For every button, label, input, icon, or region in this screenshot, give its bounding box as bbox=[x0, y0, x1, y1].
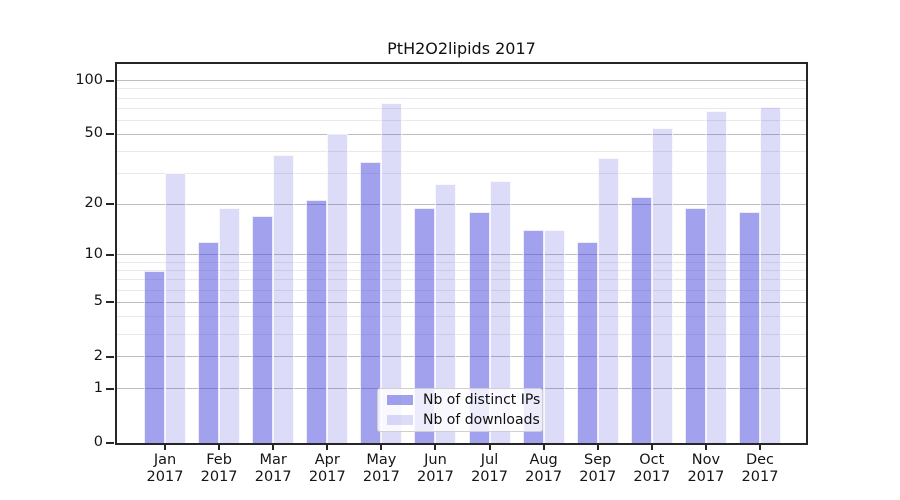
gridline-minor-80 bbox=[117, 97, 806, 99]
x-tick-may bbox=[380, 445, 383, 450]
bar-nov-distinct-ips bbox=[684, 207, 706, 443]
gridline-minor-70 bbox=[117, 107, 806, 109]
y-tick-0 bbox=[106, 442, 114, 444]
bar-oct-distinct-ips bbox=[630, 196, 652, 443]
bar-feb-distinct-ips bbox=[198, 241, 220, 443]
x-tick-jun bbox=[434, 445, 437, 450]
y-tick-label-1: 1 bbox=[93, 379, 103, 396]
x-tick-label-mar: Mar 2017 bbox=[254, 452, 292, 485]
bar-mar-downloads bbox=[273, 155, 295, 443]
plot-area bbox=[115, 62, 808, 445]
bar-mar-distinct-ips bbox=[252, 216, 274, 443]
x-tick-label-jul: Jul 2017 bbox=[471, 452, 508, 485]
gridline-minor-40 bbox=[117, 151, 806, 152]
gridline-minor-8 bbox=[117, 270, 806, 272]
y-tick-label-100: 100 bbox=[75, 71, 103, 88]
x-tick-dec bbox=[758, 445, 761, 450]
gridline-major-20 bbox=[117, 203, 806, 205]
y-tick-5 bbox=[106, 301, 114, 304]
bar-sep-distinct-ips bbox=[576, 241, 598, 443]
x-tick-jan bbox=[164, 445, 166, 450]
x-tick-label-oct: Oct 2017 bbox=[633, 452, 671, 485]
bar-apr-downloads bbox=[327, 134, 349, 443]
x-tick-label-jun: Jun 2017 bbox=[416, 452, 454, 485]
gridline-major-50 bbox=[117, 133, 806, 135]
bar-jul-distinct-ips bbox=[468, 211, 490, 443]
bar-may-downloads bbox=[381, 103, 403, 443]
x-tick-feb bbox=[218, 445, 221, 450]
bar-apr-distinct-ips bbox=[306, 200, 328, 443]
x-tick-label-dec: Dec 2017 bbox=[741, 452, 779, 485]
legend-swatch-distinct-ips bbox=[387, 395, 413, 405]
y-tick-10 bbox=[106, 253, 114, 256]
gridline-minor-4 bbox=[117, 316, 806, 318]
y-tick-label-2: 2 bbox=[93, 347, 103, 364]
legend-item-downloads: Nb of downloads bbox=[378, 412, 542, 428]
bar-aug-downloads bbox=[543, 230, 565, 443]
x-tick-aug bbox=[542, 445, 545, 450]
gridline-minor-7 bbox=[117, 279, 806, 281]
bar-jun-downloads bbox=[435, 184, 457, 443]
y-tick-label-10: 10 bbox=[84, 245, 103, 262]
x-tick-sep bbox=[596, 445, 599, 450]
gridline-major-100 bbox=[117, 80, 806, 82]
bar-sep-downloads bbox=[597, 157, 619, 443]
gridline-minor-9 bbox=[117, 261, 806, 263]
y-tick-label-0: 0 bbox=[93, 434, 103, 450]
x-tick-label-nov: Nov 2017 bbox=[687, 452, 725, 485]
legend-label-distinct-ips: Nb of distinct IPs bbox=[423, 392, 541, 408]
bar-may-distinct-ips bbox=[360, 161, 382, 443]
bar-jul-downloads bbox=[489, 181, 511, 443]
y-tick-50 bbox=[106, 133, 114, 136]
x-tick-mar bbox=[272, 445, 275, 450]
bar-dec-distinct-ips bbox=[738, 211, 760, 443]
gridline-minor-3 bbox=[117, 333, 806, 335]
x-tick-label-aug: Aug 2017 bbox=[525, 452, 563, 485]
bar-oct-downloads bbox=[651, 128, 673, 443]
legend-label-downloads: Nb of downloads bbox=[423, 412, 540, 428]
x-tick-label-apr: Apr 2017 bbox=[308, 452, 346, 485]
gridline-minor-30 bbox=[117, 172, 806, 174]
x-tick-label-may: May 2017 bbox=[362, 452, 400, 485]
x-tick-label-sep: Sep 2017 bbox=[579, 452, 617, 485]
gridline-minor-60 bbox=[117, 119, 806, 121]
x-tick-oct bbox=[650, 445, 653, 450]
x-tick-apr bbox=[326, 445, 329, 450]
legend: Nb of distinct IPs Nb of downloads bbox=[377, 388, 543, 432]
gridline-major-5 bbox=[117, 301, 806, 303]
y-tick-20 bbox=[106, 203, 114, 206]
bar-jan-distinct-ips bbox=[144, 270, 165, 443]
x-tick-jul bbox=[488, 445, 491, 450]
x-tick-label-feb: Feb 2017 bbox=[200, 452, 238, 485]
y-tick-label-20: 20 bbox=[84, 195, 103, 212]
bar-feb-downloads bbox=[219, 207, 241, 443]
bar-nov-downloads bbox=[705, 110, 727, 443]
bar-jun-distinct-ips bbox=[414, 207, 436, 443]
bar-dec-downloads bbox=[759, 107, 781, 443]
gridline-major-10 bbox=[117, 254, 806, 256]
gridline-minor-6 bbox=[117, 289, 806, 291]
y-tick-label-5: 5 bbox=[93, 293, 103, 310]
y-tick-100 bbox=[106, 79, 114, 82]
x-tick-label-jan: Jan 2017 bbox=[146, 452, 184, 485]
legend-item-distinct-ips: Nb of distinct IPs bbox=[378, 392, 542, 408]
legend-swatch-downloads bbox=[387, 415, 413, 425]
y-tick-2 bbox=[106, 355, 114, 358]
y-tick-1 bbox=[106, 387, 114, 390]
bar-jan-downloads bbox=[165, 173, 186, 443]
x-tick-nov bbox=[704, 445, 707, 450]
y-tick-label-50: 50 bbox=[84, 125, 103, 142]
chart-title: PtH2O2lipids 2017 bbox=[387, 39, 536, 58]
gridline-minor-90 bbox=[117, 88, 806, 90]
gridline-major-2 bbox=[117, 356, 806, 358]
